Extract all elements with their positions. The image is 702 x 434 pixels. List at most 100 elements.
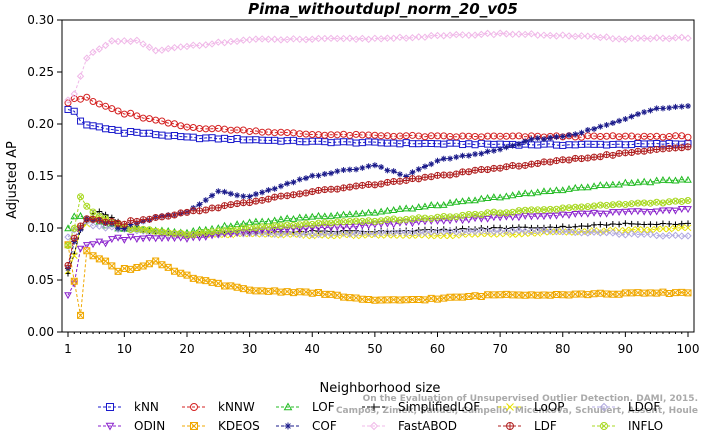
point-loop xyxy=(321,231,329,239)
point-ldf-cross xyxy=(522,162,529,169)
point-fastabod xyxy=(214,38,223,46)
point-inflo-cross xyxy=(409,216,415,222)
point-fastabod xyxy=(202,41,210,49)
watermark-line-2: Campos, Zimek, Sander, Campello, Micenko… xyxy=(336,406,698,416)
x-tick-label: 20 xyxy=(179,342,194,356)
point-kdeos xyxy=(477,292,485,300)
point-ldf-cross xyxy=(365,181,372,188)
point-ldf-cross xyxy=(277,193,284,200)
point-kdeos xyxy=(615,290,623,298)
point-fastabod xyxy=(177,43,185,51)
point-odin xyxy=(540,213,548,221)
point-ldf-cross xyxy=(540,158,547,165)
point-ldf-cross xyxy=(234,200,241,207)
point-ldf-cross xyxy=(259,197,266,204)
point-lof xyxy=(471,196,479,204)
point-cof xyxy=(641,109,648,116)
point-odin xyxy=(439,217,448,225)
point-ldof xyxy=(346,230,354,238)
point-cof xyxy=(515,141,522,148)
point-ldf-cross xyxy=(666,145,673,152)
point-knn xyxy=(64,105,72,113)
point-loop xyxy=(672,224,679,232)
point-fastabod xyxy=(609,34,617,43)
point-ldf-cross xyxy=(215,204,222,211)
point-inflo-cross xyxy=(616,201,622,207)
point-ldof xyxy=(408,228,417,237)
point-lof xyxy=(295,213,304,221)
point-cof xyxy=(378,164,385,171)
point-lof xyxy=(640,177,649,185)
point-ldof xyxy=(559,228,567,236)
series-layer xyxy=(64,29,692,319)
point-odin xyxy=(314,224,323,232)
legend-label-cof: COF xyxy=(312,419,337,433)
point-inflo-cross xyxy=(391,216,397,222)
point-ldf-cross xyxy=(152,214,159,221)
point-lof xyxy=(671,176,680,184)
point-lof xyxy=(615,180,623,188)
point-ldof xyxy=(508,227,517,235)
point-odin xyxy=(126,233,135,241)
point-cof xyxy=(234,192,241,199)
point-inflo-cross xyxy=(203,229,209,235)
point-ldf-cross xyxy=(603,151,610,158)
point-inflo-cross xyxy=(597,202,603,208)
point-kdeos xyxy=(139,262,147,270)
point-odin xyxy=(533,213,542,221)
point-loop xyxy=(628,226,635,234)
point-ldof xyxy=(440,228,448,236)
point-cof xyxy=(534,135,541,142)
point-cof xyxy=(634,111,641,118)
x-tick-label: 1 xyxy=(64,342,72,356)
point-fastabod xyxy=(220,38,229,47)
point-inflo-cross xyxy=(103,216,109,221)
point-inflo xyxy=(189,230,197,238)
point-fastabod xyxy=(652,34,661,42)
point-fastabod xyxy=(496,29,504,37)
point-ldf-cross xyxy=(616,150,623,157)
point-odin xyxy=(627,208,636,216)
point-kdeos xyxy=(421,296,429,304)
point-simplifiedlof xyxy=(666,220,673,227)
point-fastabod xyxy=(483,29,492,38)
legend-marker-loop xyxy=(506,403,514,411)
point-inflo-cross xyxy=(341,219,347,225)
point-odin xyxy=(652,208,661,216)
series-line-cof xyxy=(67,105,689,269)
point-odin xyxy=(684,206,692,214)
point-kdeos xyxy=(427,294,435,302)
point-ldf-cross xyxy=(572,155,579,162)
point-ldf-cross xyxy=(534,160,541,167)
point-ldof xyxy=(483,227,492,235)
point-ldof xyxy=(659,232,667,240)
point-ldof xyxy=(352,229,360,238)
point-fastabod xyxy=(577,32,586,40)
y-tick-label: 0.25 xyxy=(27,65,54,79)
point-cof xyxy=(246,193,253,200)
point-fastabod xyxy=(126,37,135,46)
point-inflo-cross xyxy=(272,223,278,229)
point-cof xyxy=(553,133,560,140)
point-ldof xyxy=(452,228,460,236)
point-odin xyxy=(239,229,248,237)
point-fastabod xyxy=(89,48,97,56)
point-ldof xyxy=(170,230,179,238)
point-simplifiedlof xyxy=(634,221,641,228)
point-fastabod xyxy=(327,34,335,43)
point-odin xyxy=(151,235,160,243)
point-odin xyxy=(471,215,479,223)
point-fastabod xyxy=(540,31,548,39)
point-knnw xyxy=(77,95,85,103)
point-simplifiedlof xyxy=(403,227,410,234)
point-inflo-cross xyxy=(566,205,572,211)
point-cof xyxy=(227,190,234,197)
point-kdeos xyxy=(640,289,648,297)
point-fastabod xyxy=(164,44,172,53)
point-ldf-cross xyxy=(403,177,410,184)
point-cof xyxy=(547,134,554,141)
point-odin xyxy=(590,209,598,217)
point-odin xyxy=(515,214,523,222)
point-knnw xyxy=(252,127,260,135)
axes: 1 10 20 30 40 50 60 70 80 90 100 0.00 0.05 0.10 0.15 0.… xyxy=(27,13,699,356)
